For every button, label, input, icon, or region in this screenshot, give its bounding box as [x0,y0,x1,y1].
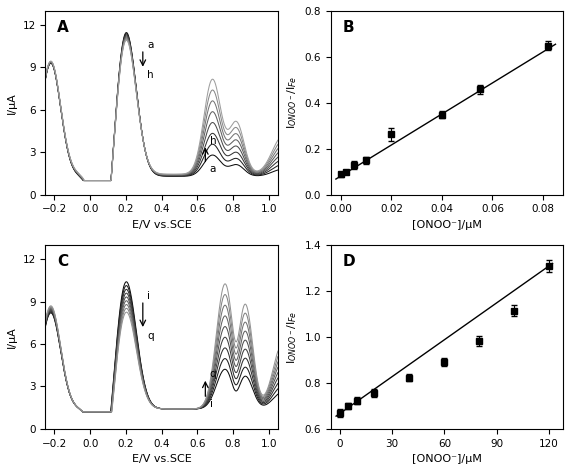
Text: A: A [57,20,69,35]
Text: q: q [147,331,154,341]
Text: D: D [343,254,355,269]
Text: h: h [210,136,217,146]
X-axis label: E/V vs.SCE: E/V vs.SCE [132,454,192,464]
Text: a: a [147,41,154,50]
Text: B: B [343,20,354,35]
Text: i: i [147,292,150,301]
Y-axis label: I/μA: I/μA [7,92,17,114]
Text: i: i [210,399,213,409]
Text: h: h [147,70,154,80]
X-axis label: [ONOO⁻]/μM: [ONOO⁻]/μM [412,454,482,464]
Y-axis label: I$_{ONOO^-}$/I$_{Fe}$: I$_{ONOO^-}$/I$_{Fe}$ [285,76,299,130]
Y-axis label: I/μA: I/μA [7,326,17,348]
Text: C: C [57,254,68,269]
Text: q: q [210,369,217,379]
Text: a: a [210,164,216,174]
X-axis label: [ONOO⁻]/μM: [ONOO⁻]/μM [412,220,482,230]
X-axis label: E/V vs.SCE: E/V vs.SCE [132,220,192,230]
Y-axis label: I$_{ONOO^-}$/I$_{Fe}$: I$_{ONOO^-}$/I$_{Fe}$ [285,310,299,364]
